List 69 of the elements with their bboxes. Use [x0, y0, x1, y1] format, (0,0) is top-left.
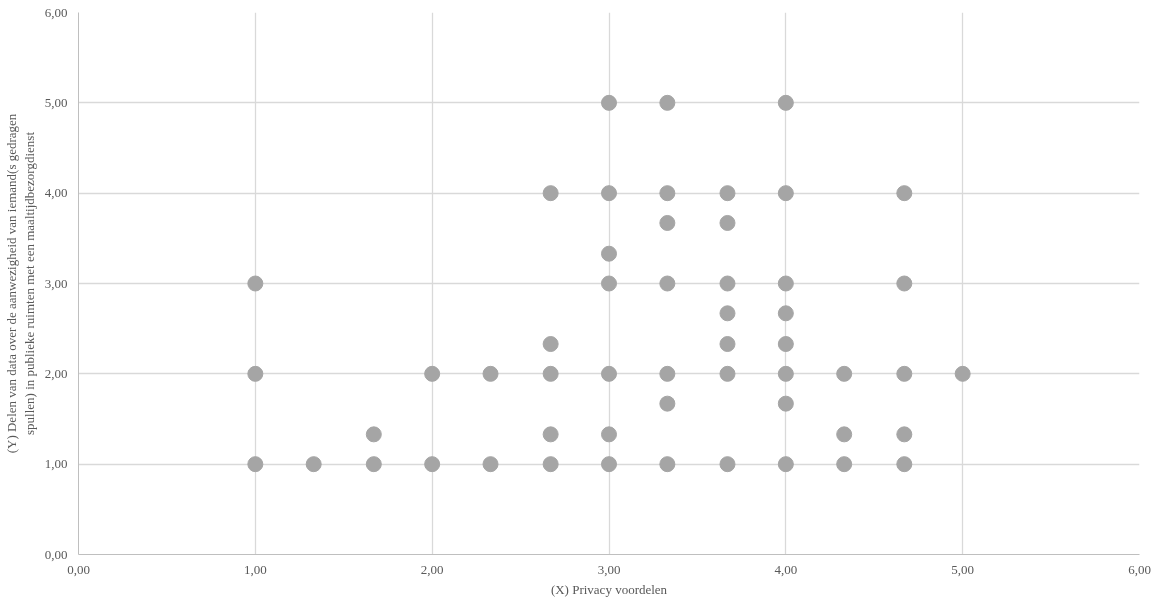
point — [601, 365, 617, 382]
point — [896, 185, 913, 202]
point — [719, 336, 736, 353]
x-tick-label: 6,00 — [1128, 561, 1151, 577]
point — [836, 426, 853, 443]
point — [659, 214, 676, 231]
point — [601, 426, 617, 443]
point — [601, 245, 617, 262]
point — [659, 456, 676, 473]
point — [659, 365, 676, 382]
point — [424, 365, 441, 382]
x-tick-label: 3,00 — [597, 561, 621, 577]
y-tick-label: 1,00 — [44, 456, 68, 472]
point — [896, 365, 913, 382]
y-tick-label: 4,00 — [44, 185, 68, 201]
x-axis-title: (X) Privacy voordelen — [550, 581, 668, 597]
y-tick-label: 5,00 — [44, 94, 68, 110]
point — [601, 94, 617, 111]
point — [777, 336, 794, 353]
point — [659, 185, 676, 202]
point — [601, 185, 617, 202]
point — [896, 275, 913, 292]
x-tick-label: 0,00 — [67, 561, 90, 577]
point — [777, 94, 794, 111]
point — [777, 395, 794, 412]
point — [777, 185, 794, 202]
point — [719, 214, 736, 231]
point — [542, 365, 559, 382]
point — [601, 456, 617, 473]
point — [659, 395, 676, 412]
point — [365, 456, 382, 473]
x-tick-label: 1,00 — [243, 561, 267, 577]
y-tick-label: 2,00 — [44, 365, 68, 381]
x-tick-label: 5,00 — [951, 561, 975, 577]
point — [542, 426, 559, 443]
point — [777, 365, 794, 382]
point — [777, 275, 794, 292]
point — [247, 456, 264, 473]
point — [542, 456, 559, 473]
point — [896, 426, 913, 443]
y-axis-title: (Y) Delen van data over de aanwezigheid van iemand(s gedragen spullen) in publieke ruimten met een maaltijdbezorgdienst — [3, 113, 37, 454]
point — [424, 456, 441, 473]
point — [659, 275, 676, 292]
point — [777, 456, 794, 473]
point — [542, 185, 559, 202]
point — [719, 365, 736, 382]
point — [247, 275, 264, 292]
point — [896, 456, 913, 473]
y-tick-label: 0,00 — [44, 546, 68, 562]
point — [305, 456, 322, 473]
point — [247, 365, 264, 382]
point — [542, 336, 559, 353]
point — [719, 185, 736, 202]
y-tick-label: 6,00 — [44, 4, 68, 20]
point — [719, 305, 736, 322]
point — [482, 365, 499, 382]
x-tick-label: 2,00 — [420, 561, 444, 577]
point — [659, 94, 676, 111]
point — [954, 365, 971, 382]
x-tick-label: 4,00 — [774, 561, 798, 577]
point — [601, 275, 617, 292]
point — [836, 456, 853, 473]
point — [777, 305, 794, 322]
y-tick-label: 3,00 — [44, 275, 68, 291]
point — [482, 456, 499, 473]
point — [719, 456, 736, 473]
point — [836, 365, 853, 382]
point — [365, 426, 382, 443]
point — [719, 275, 736, 292]
